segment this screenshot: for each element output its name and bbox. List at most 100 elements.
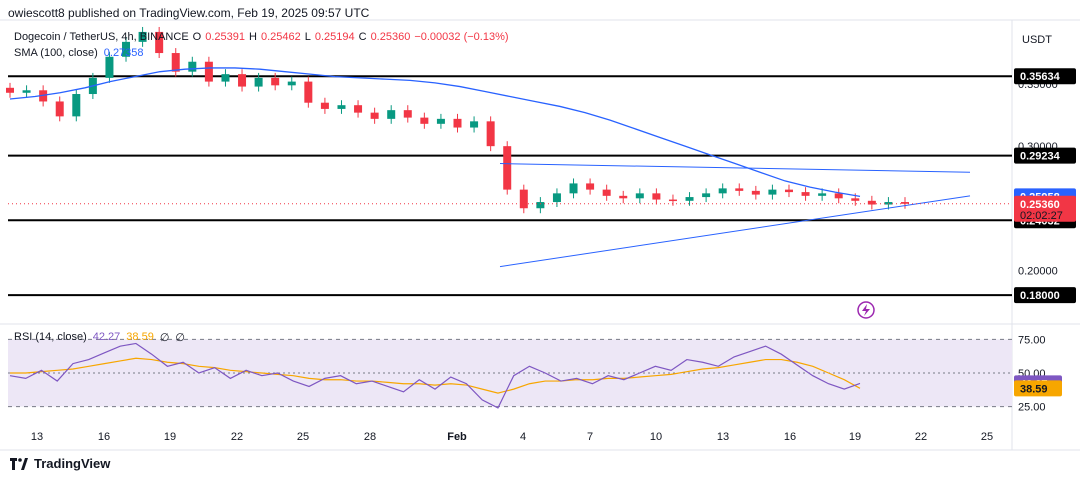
candle-body xyxy=(668,199,677,202)
candle-body xyxy=(105,56,114,78)
candle-body xyxy=(271,77,280,86)
candle-body xyxy=(768,189,777,195)
candle-body xyxy=(536,202,545,209)
change-value: −0.00032 (−0.13%) xyxy=(414,31,509,43)
x-tick-label: 13 xyxy=(31,431,43,443)
candle-body xyxy=(486,121,495,147)
countdown-label: 02:02:27 xyxy=(1020,210,1063,222)
candle-body xyxy=(221,74,230,82)
candle-body xyxy=(503,146,512,190)
level-tag-label: 0.35634 xyxy=(1020,71,1061,83)
candle-body xyxy=(552,193,561,203)
rsi-null-1: ∅ xyxy=(159,332,170,344)
candle-body xyxy=(171,53,180,72)
open-label: O xyxy=(192,31,202,43)
candle-body xyxy=(122,41,131,57)
x-tick-label: 16 xyxy=(784,431,796,443)
candle-body xyxy=(834,193,843,199)
x-tick-label: Feb xyxy=(447,431,467,443)
candle-body xyxy=(586,183,595,190)
candle-body xyxy=(718,188,727,194)
candle-body xyxy=(138,31,147,42)
candle-body xyxy=(387,110,396,119)
candle-body xyxy=(602,189,611,196)
low-label: L xyxy=(304,31,311,43)
x-tick-label: 10 xyxy=(650,431,662,443)
candle-body xyxy=(204,61,213,82)
x-tick-label: 16 xyxy=(98,431,110,443)
close-value: 0.25360 xyxy=(370,31,411,43)
currency-label[interactable]: USDT xyxy=(1022,34,1052,46)
x-tick-label: 7 xyxy=(587,431,593,443)
candle-body xyxy=(702,193,711,198)
level-tag xyxy=(1014,68,1076,85)
price-marker-label: 0.25360 xyxy=(1020,199,1060,211)
level-tag xyxy=(1014,287,1076,304)
lightning-icon-glyph xyxy=(862,304,870,316)
level-tag xyxy=(1014,147,1076,164)
candle-body xyxy=(569,183,578,194)
brand-name: TradingView xyxy=(34,456,111,471)
candle-body xyxy=(337,105,346,109)
sma-line xyxy=(9,67,861,197)
high-value: 0.25462 xyxy=(260,31,301,43)
candle-body xyxy=(6,87,14,93)
pair-label: Dogecoin / TetherUS, 4h, BINANCE xyxy=(14,31,189,43)
sma-legend: SMA (100, close) 0.27358 xyxy=(14,47,144,59)
candle-body xyxy=(519,189,528,209)
candle-body xyxy=(801,192,810,196)
price-tick-label: 0.20000 xyxy=(1018,265,1058,277)
candle-body xyxy=(470,121,479,128)
candle-body xyxy=(188,61,197,72)
x-tick-label: 25 xyxy=(981,431,993,443)
low-value: 0.25194 xyxy=(314,31,355,43)
candle-body xyxy=(238,74,247,87)
candle-body xyxy=(784,189,793,193)
candle-body xyxy=(867,200,876,205)
rsi-level-label: 25.00 xyxy=(1018,402,1046,414)
x-tick-label: 4 xyxy=(520,431,526,443)
symbol-legend: Dogecoin / TetherUS, 4h, BINANCE O 0.2539… xyxy=(14,31,509,43)
candle-body xyxy=(320,102,329,109)
sma-value: 0.27358 xyxy=(103,47,144,59)
candle-body xyxy=(55,101,64,117)
x-tick-label: 13 xyxy=(717,431,729,443)
candle-body xyxy=(735,188,744,191)
x-tick-label: 19 xyxy=(164,431,176,443)
level-tag-label: 0.29234 xyxy=(1020,151,1061,163)
trendline-lower xyxy=(499,195,971,268)
candle-body xyxy=(287,81,296,86)
publish-line: owiescott8 published on TradingView.com,… xyxy=(8,6,370,20)
candle-body xyxy=(685,197,694,201)
candle-body xyxy=(635,193,644,199)
level-tag-label: 0.18000 xyxy=(1020,290,1060,302)
x-tick-label: 19 xyxy=(849,431,861,443)
candle-body xyxy=(436,118,445,124)
candle-body xyxy=(254,77,263,87)
x-tick-label: 28 xyxy=(364,431,376,443)
candle-body xyxy=(453,118,462,128)
close-label: C xyxy=(358,31,367,43)
brand[interactable]: TradingView xyxy=(10,456,110,471)
rsi-line xyxy=(9,342,861,409)
high-label: H xyxy=(249,31,257,43)
trendline-upper xyxy=(499,163,971,173)
rsi-value: 42.27 xyxy=(92,331,121,343)
candle-body xyxy=(354,105,363,113)
x-tick-label: 22 xyxy=(231,431,243,443)
candle-body xyxy=(851,198,860,201)
candle-body xyxy=(155,31,164,54)
rsi-null-2: ∅ xyxy=(175,332,185,344)
open-value: 0.25391 xyxy=(205,31,245,43)
candle-body xyxy=(619,195,628,199)
rsi-ma-value: 38.59 xyxy=(126,331,154,343)
candle-body xyxy=(818,193,827,196)
rsi-ma-label: 38.59 xyxy=(1020,383,1048,395)
x-tick-label: 25 xyxy=(297,431,309,443)
price-marker-tag xyxy=(1014,195,1076,222)
candle-body xyxy=(901,202,909,204)
candle-body xyxy=(420,117,429,124)
x-tick-label: 22 xyxy=(915,431,927,443)
